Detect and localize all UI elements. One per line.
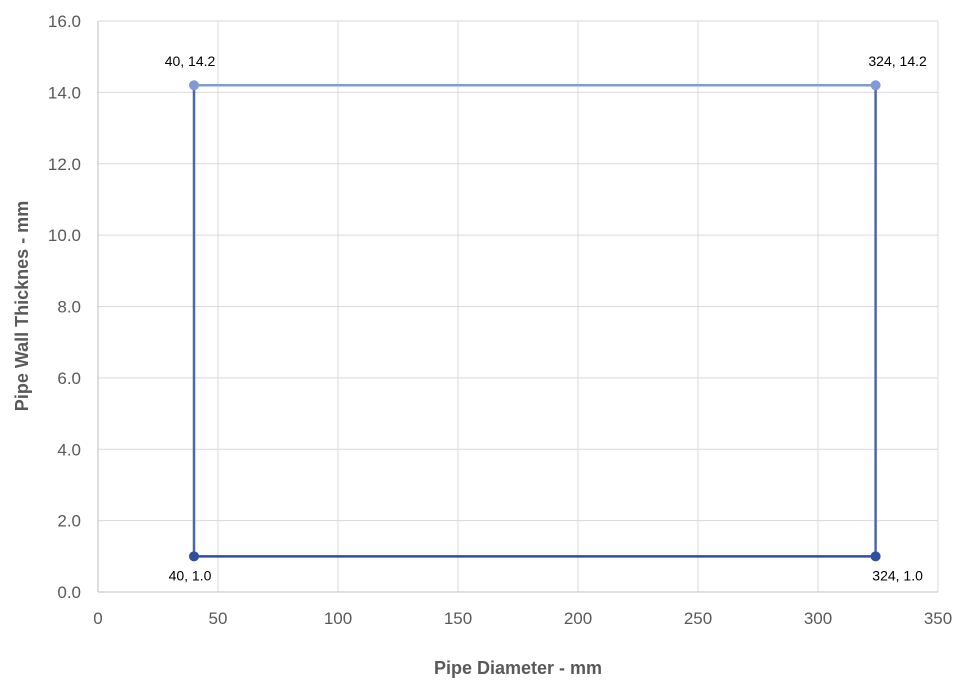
grid bbox=[97, 20, 939, 593]
y-tick-label: 6.0 bbox=[57, 369, 81, 388]
y-axis-title: Pipe Wall Thicknes - mm bbox=[12, 201, 32, 411]
data-labels: 40, 1.0 324, 1.0 40, 14.2 324, 14.2 bbox=[165, 53, 927, 583]
y-tick-label: 14.0 bbox=[48, 83, 81, 102]
series-layer bbox=[189, 80, 881, 562]
y-tick-label: 16.0 bbox=[48, 12, 81, 31]
y-tick-label: 4.0 bbox=[57, 440, 81, 459]
x-tick-label: 200 bbox=[564, 609, 592, 628]
x-tick-label: 100 bbox=[324, 609, 352, 628]
data-point bbox=[189, 80, 199, 91]
y-tick-label: 8.0 bbox=[57, 298, 81, 317]
y-tick-label: 10.0 bbox=[48, 226, 81, 245]
data-label: 40, 1.0 bbox=[169, 567, 212, 583]
x-axis-title: Pipe Diameter - mm bbox=[434, 658, 602, 678]
x-tick-label: 50 bbox=[209, 609, 228, 628]
tick-labels: 0 50 100 150 200 250 300 350 0.0 2.0 4.0 6.0 8.0 10.0… bbox=[48, 12, 952, 628]
data-point bbox=[870, 551, 881, 562]
x-tick-label: 150 bbox=[444, 609, 472, 628]
y-tick-label: 12.0 bbox=[48, 155, 81, 174]
x-tick-label: 300 bbox=[804, 609, 832, 628]
data-label: 324, 14.2 bbox=[868, 53, 927, 69]
y-tick-label: 2.0 bbox=[57, 512, 81, 531]
data-label: 40, 14.2 bbox=[165, 53, 216, 69]
x-tick-label: 350 bbox=[924, 609, 952, 628]
x-tick-label: 0 bbox=[93, 609, 102, 628]
x-tick-label: 250 bbox=[684, 609, 712, 628]
data-point bbox=[870, 80, 881, 91]
y-tick-label: 0.0 bbox=[57, 583, 81, 602]
data-label: 324, 1.0 bbox=[872, 567, 923, 583]
data-point bbox=[189, 551, 199, 562]
